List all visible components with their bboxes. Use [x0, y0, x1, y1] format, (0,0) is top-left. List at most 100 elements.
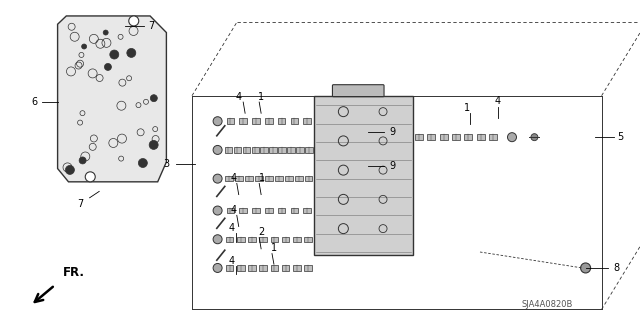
Polygon shape	[58, 16, 166, 182]
Circle shape	[580, 263, 591, 273]
Bar	[303, 118, 311, 124]
Circle shape	[213, 263, 222, 272]
Bar	[282, 236, 289, 242]
Bar	[291, 208, 298, 213]
Circle shape	[508, 133, 516, 142]
Bar	[477, 134, 484, 140]
Bar	[275, 176, 283, 182]
Bar	[293, 236, 301, 242]
Bar	[271, 236, 278, 242]
Bar	[225, 147, 232, 153]
Bar	[260, 147, 268, 153]
Circle shape	[150, 95, 157, 102]
Bar	[305, 147, 313, 153]
Bar	[227, 208, 234, 213]
Bar	[278, 118, 285, 124]
Bar	[282, 265, 289, 271]
Text: 7: 7	[148, 20, 155, 31]
Text: 4: 4	[236, 92, 242, 102]
Bar	[237, 236, 244, 242]
Text: 1: 1	[464, 103, 470, 113]
Text: 4: 4	[230, 173, 237, 183]
Text: SJA4A0820B: SJA4A0820B	[522, 300, 573, 309]
Bar	[239, 118, 247, 124]
Bar	[465, 134, 472, 140]
Bar	[489, 134, 497, 140]
Bar	[295, 176, 303, 182]
Bar	[303, 208, 311, 213]
Bar	[287, 147, 295, 153]
Text: 4: 4	[228, 223, 235, 233]
Circle shape	[104, 63, 111, 70]
Circle shape	[65, 166, 74, 174]
Bar	[255, 176, 262, 182]
Bar	[243, 147, 250, 153]
Circle shape	[213, 174, 222, 183]
Circle shape	[213, 145, 222, 154]
Bar	[271, 265, 278, 271]
Bar	[278, 147, 286, 153]
Text: 9: 9	[389, 161, 396, 171]
Circle shape	[110, 50, 119, 59]
Bar	[227, 118, 234, 124]
Text: 7: 7	[77, 199, 83, 209]
Circle shape	[82, 44, 86, 49]
Bar	[305, 176, 312, 182]
Text: 4: 4	[228, 256, 235, 266]
Bar	[314, 96, 413, 255]
Text: 3: 3	[163, 159, 170, 169]
Text: FR.: FR.	[63, 266, 85, 279]
Bar	[452, 134, 460, 140]
Bar	[291, 118, 298, 124]
Bar	[225, 176, 233, 182]
Circle shape	[213, 235, 222, 244]
Bar	[252, 208, 260, 213]
Bar	[226, 265, 234, 271]
Bar	[234, 147, 241, 153]
Bar	[304, 265, 312, 271]
Bar	[252, 118, 260, 124]
Text: 4: 4	[495, 96, 501, 107]
Text: 1: 1	[258, 92, 264, 102]
Text: 5: 5	[618, 132, 624, 142]
Bar	[252, 147, 259, 153]
Text: 1: 1	[271, 243, 277, 253]
Circle shape	[85, 172, 95, 182]
Bar	[265, 208, 273, 213]
FancyBboxPatch shape	[332, 85, 384, 97]
Circle shape	[138, 159, 147, 167]
Bar	[415, 134, 423, 140]
Bar	[248, 236, 256, 242]
Circle shape	[129, 16, 139, 26]
Bar	[265, 176, 273, 182]
Bar	[293, 265, 301, 271]
Bar	[440, 134, 447, 140]
Bar	[248, 265, 256, 271]
Bar	[278, 208, 285, 213]
Bar	[235, 176, 243, 182]
Text: 6: 6	[31, 97, 37, 107]
Bar	[285, 176, 292, 182]
Circle shape	[213, 206, 222, 215]
Circle shape	[531, 134, 538, 141]
Bar	[237, 265, 244, 271]
Circle shape	[213, 117, 222, 126]
Text: 9: 9	[389, 127, 396, 137]
Bar	[428, 134, 435, 140]
Text: 8: 8	[613, 263, 620, 273]
Text: 1: 1	[259, 173, 266, 183]
Bar	[269, 147, 277, 153]
Bar	[226, 236, 234, 242]
Circle shape	[149, 140, 158, 149]
Bar	[304, 236, 312, 242]
Text: 2: 2	[258, 227, 264, 237]
Bar	[265, 118, 273, 124]
Bar	[239, 208, 247, 213]
Bar	[259, 236, 267, 242]
Text: 4: 4	[230, 205, 237, 215]
Bar	[296, 147, 304, 153]
Circle shape	[79, 157, 86, 164]
Circle shape	[127, 48, 136, 57]
Bar	[259, 265, 267, 271]
Circle shape	[103, 30, 108, 35]
